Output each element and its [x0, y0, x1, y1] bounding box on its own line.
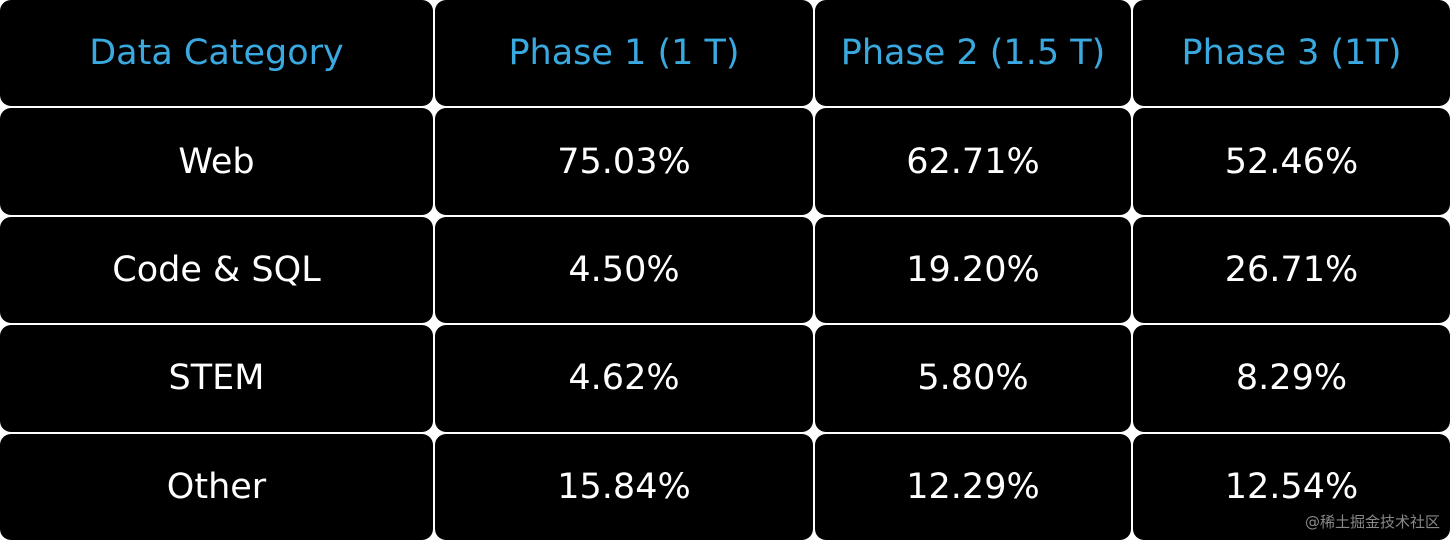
value-cell: 52.46%: [1133, 108, 1450, 215]
row-label: STEM: [0, 325, 433, 432]
value-cell: 4.50%: [435, 216, 813, 324]
header-cell: Phase 2 (1.5 T): [815, 0, 1131, 107]
value-cell: 75.03%: [435, 108, 813, 215]
header-cell: Data Category: [0, 0, 433, 107]
value-cell: 19.20%: [815, 216, 1131, 324]
value-cell: 8.29%: [1133, 325, 1450, 432]
header-cell: Phase 1 (1 T): [435, 0, 813, 107]
value-cell: 5.80%: [815, 325, 1131, 432]
value-cell: 4.62%: [435, 325, 813, 432]
watermark: @稀土掘金技术社区: [1304, 513, 1440, 531]
value-cell: 15.84%: [435, 433, 813, 540]
row-label: Web: [0, 108, 433, 215]
value-cell: 12.54%: [1133, 433, 1450, 540]
value-cell: 62.71%: [815, 108, 1131, 215]
value-cell: 12.29%: [815, 433, 1131, 540]
row-label: Other: [0, 433, 433, 540]
header-cell: Phase 3 (1T): [1133, 0, 1450, 107]
value-cell: 26.71%: [1133, 216, 1450, 324]
row-label: Code & SQL: [0, 216, 433, 324]
